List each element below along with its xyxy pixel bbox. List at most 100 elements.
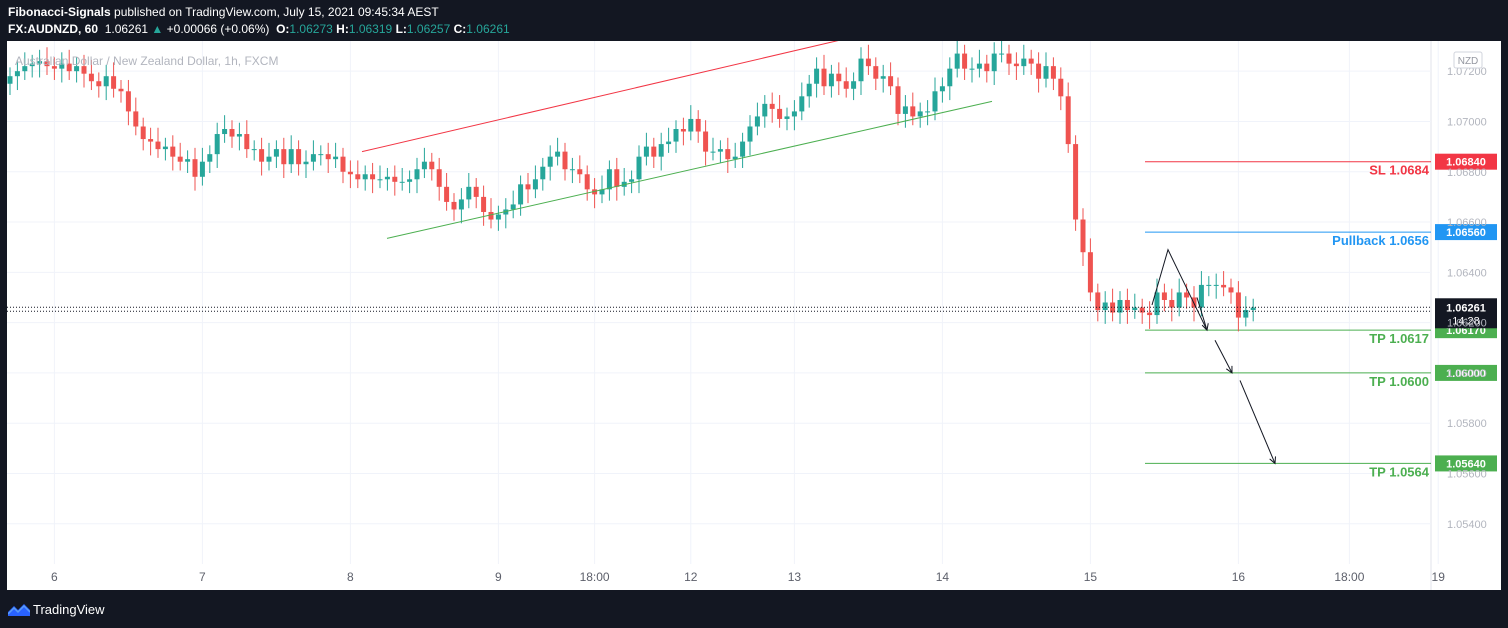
candle-body xyxy=(162,146,168,150)
level-label-sl: SL 1.0684 xyxy=(1369,163,1430,178)
candle-body xyxy=(1228,287,1234,293)
candle-body xyxy=(177,156,183,162)
candle-body xyxy=(296,149,302,165)
candle-body xyxy=(281,149,287,165)
candle-body xyxy=(725,149,731,160)
candle-body xyxy=(910,106,916,117)
publisher-name[interactable]: Fibonacci-Signals xyxy=(8,5,111,19)
candle-body xyxy=(421,161,427,170)
tradingview-logo-icon[interactable] xyxy=(8,602,30,616)
candle-body xyxy=(1213,284,1219,286)
candle-body xyxy=(555,151,561,157)
candle-body xyxy=(7,76,13,84)
candle-body xyxy=(303,161,309,165)
x-tick-label: 13 xyxy=(788,570,802,584)
y-tick-label: 1.06800 xyxy=(1447,167,1487,179)
drawings xyxy=(7,37,1431,465)
tradingview-brand[interactable]: TradingView xyxy=(33,602,105,617)
price-chart[interactable]: SL 1.0684 1.06840 Pullback 1.0656 1.06560 TP… xyxy=(7,37,1501,590)
y-tick-label: 1.05600 xyxy=(1447,468,1487,480)
candle-body xyxy=(273,149,279,157)
publish-info: Fibonacci-Signals published on TradingVi… xyxy=(8,5,439,19)
candle-body xyxy=(429,161,435,170)
candle-body xyxy=(103,76,109,87)
candle-body xyxy=(1065,96,1071,145)
candle-body xyxy=(799,96,805,112)
level-badge-text-sl: 1.06840 xyxy=(1446,157,1486,169)
candle-body xyxy=(1087,252,1093,293)
candle-body xyxy=(59,63,65,69)
candle-body xyxy=(939,86,945,92)
candle-body xyxy=(525,184,531,190)
candle-body xyxy=(880,76,886,79)
candle-body xyxy=(1073,144,1079,220)
candle-body xyxy=(29,63,35,67)
candle-body xyxy=(532,179,538,190)
candle-body xyxy=(1221,284,1227,288)
candle-body xyxy=(222,129,228,135)
candle-body xyxy=(806,83,812,97)
time-axis[interactable]: 6 7 8 9 18:00 12 13 14 15 16 18:00 19 xyxy=(51,570,1445,584)
candle-body xyxy=(133,111,139,127)
y-tick-label: 1.06200 xyxy=(1447,318,1487,330)
x-tick-label: 9 xyxy=(495,570,502,584)
candle-body xyxy=(310,154,316,162)
candle-body xyxy=(710,151,716,153)
candle-body xyxy=(1132,307,1138,311)
x-tick-label: 16 xyxy=(1232,570,1246,584)
level-label-pullback: Pullback 1.0656 xyxy=(1332,233,1429,248)
candle-body xyxy=(762,103,768,117)
candle-body xyxy=(1095,292,1101,311)
y-tick-label: 1.06600 xyxy=(1447,217,1487,229)
candle-body xyxy=(481,196,487,212)
low-value: 1.06257 xyxy=(406,22,451,36)
high-label: H: xyxy=(336,22,349,36)
projection-arrow-3 xyxy=(1239,380,1276,464)
candle-body xyxy=(1050,66,1056,79)
candle-body xyxy=(954,53,960,69)
level-badge-text-tp3: 1.05640 xyxy=(1446,458,1486,470)
channel-lower-line xyxy=(386,100,993,239)
projection-path xyxy=(1151,248,1208,331)
candle-body xyxy=(251,149,257,151)
candle-body xyxy=(488,211,494,220)
candle-body xyxy=(1235,292,1241,318)
open-label: O: xyxy=(276,22,290,36)
candle-body xyxy=(636,156,642,180)
trade-levels: SL 1.0684 1.06840 Pullback 1.0656 1.06560 TP… xyxy=(1145,153,1497,479)
y-tick-label: 1.06400 xyxy=(1447,267,1487,279)
candle-body xyxy=(473,186,479,197)
countdown-text: 14:28 xyxy=(1452,315,1480,327)
current-price-text: 1.06261 xyxy=(1446,302,1486,314)
level-badge-sl xyxy=(1435,153,1497,170)
close-value: 1.06261 xyxy=(466,22,510,36)
candle-body xyxy=(777,108,783,119)
candle-body xyxy=(828,73,834,87)
candle-body xyxy=(1117,299,1123,313)
candle-body xyxy=(347,171,353,175)
chart-header: Fibonacci-Signals published on TradingVi… xyxy=(0,0,1508,40)
candle-body xyxy=(74,66,80,72)
candle-body xyxy=(902,106,908,114)
candle-body xyxy=(1147,312,1153,316)
candle-body xyxy=(1243,310,1249,318)
candle-body xyxy=(1058,78,1064,97)
currency-badge[interactable]: NZD xyxy=(1453,51,1483,69)
candle-body xyxy=(673,129,679,142)
candle-body xyxy=(14,71,20,77)
published-text: published on TradingView.com, July 15, 2… xyxy=(110,5,439,19)
candle-body xyxy=(784,116,790,119)
level-badge-tp3 xyxy=(1435,455,1497,472)
price-axis[interactable]: 1.07200 1.07000 1.06800 1.06600 1.06400 1.062… xyxy=(1447,66,1487,531)
x-tick-label: 14 xyxy=(936,570,950,584)
x-tick-label: 6 xyxy=(51,570,58,584)
chart-area[interactable]: SL 1.0684 1.06840 Pullback 1.0656 1.06560 TP… xyxy=(7,37,1501,590)
candle-body xyxy=(192,159,198,177)
candle-body xyxy=(51,66,57,69)
projection-arrow-2 xyxy=(1214,339,1233,374)
candle-body xyxy=(458,199,464,210)
candle-body xyxy=(1250,307,1256,311)
candle-body xyxy=(962,53,968,69)
candle-body xyxy=(384,176,390,180)
candle-body xyxy=(695,118,701,132)
